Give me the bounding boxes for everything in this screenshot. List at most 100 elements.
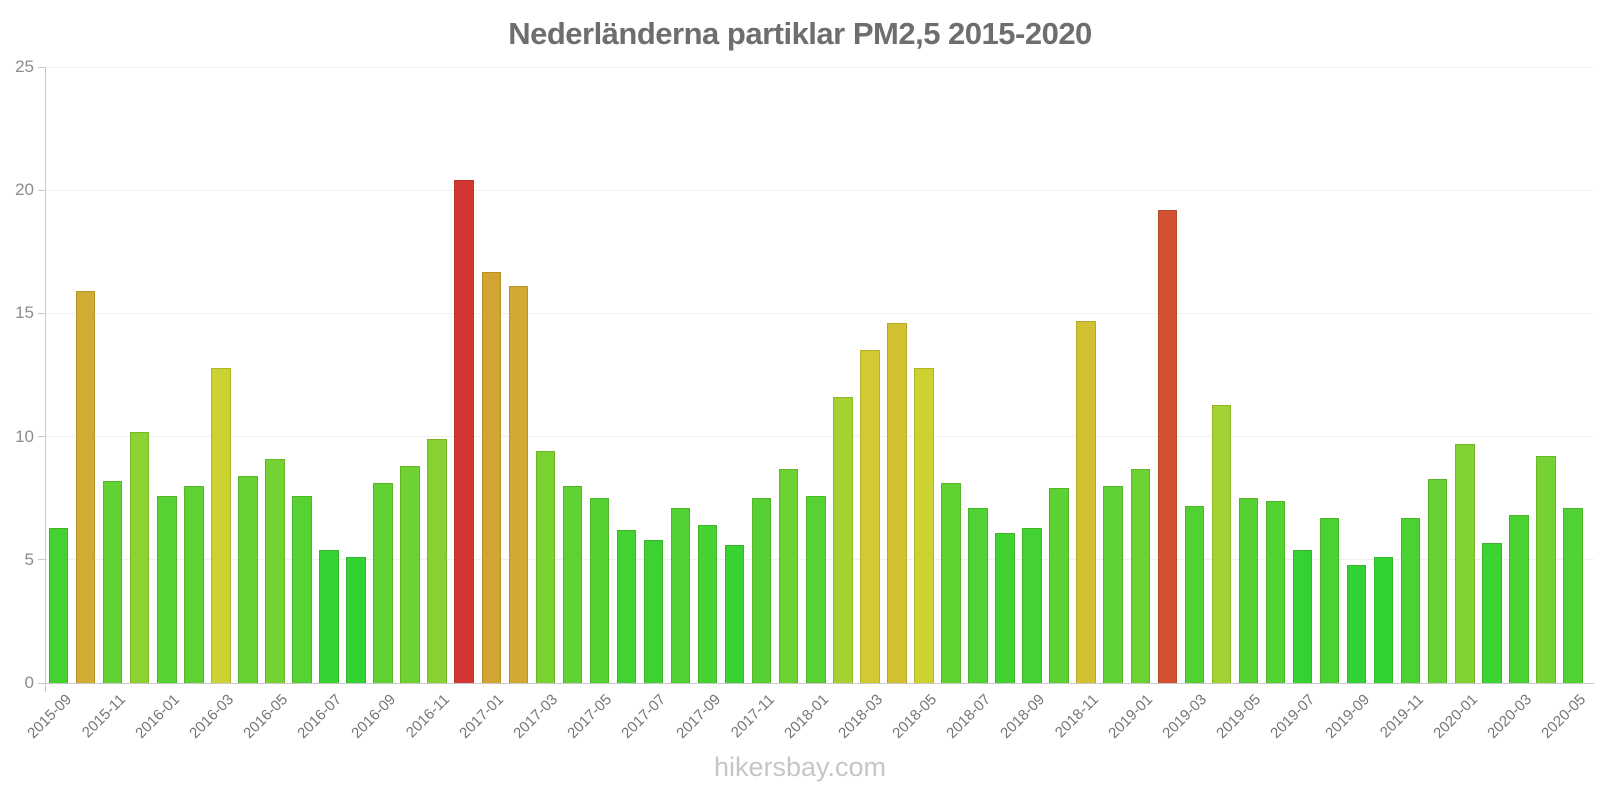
bar-2016-07[interactable] [319,549,339,683]
bar-2020-01[interactable] [1455,444,1475,683]
x-tick-label: 2018-01 [780,691,832,742]
bar-2019-06[interactable] [1265,500,1286,683]
gridline [45,189,1594,191]
x-tick-label: 2018-03 [834,691,886,742]
bar-2016-03[interactable] [211,367,231,683]
x-tick-label: 2020-03 [1483,691,1535,742]
bar-2015-11[interactable] [102,481,123,683]
bar-2020-02[interactable] [1482,542,1502,683]
bar-2017-08[interactable] [670,508,691,683]
bar-2018-05[interactable] [914,367,934,683]
bar-2020-04[interactable] [1536,456,1556,683]
x-tick-label: 2018-05 [889,691,940,742]
bar-2019-12[interactable] [1427,478,1448,683]
y-axis-tick [38,66,45,68]
x-tick-label: 2017-01 [456,691,508,742]
bar-2017-02[interactable] [508,286,529,683]
x-tick-label: 2019-05 [1213,691,1265,742]
bar-2015-09[interactable] [48,527,69,683]
gridline [45,436,1594,438]
y-axis-tick [38,682,45,684]
x-tick-label: 2019-03 [1159,691,1211,742]
gridline [45,312,1594,314]
bar-2018-09[interactable] [1022,527,1042,683]
y-axis-tick [38,559,45,561]
bar-2019-01[interactable] [1130,468,1151,683]
x-tick-label: 2020-05 [1538,691,1589,742]
bar-2017-09[interactable] [697,525,718,683]
x-tick-label: 2015-09 [23,691,75,742]
bar-2018-07[interactable] [968,508,988,683]
x-tick-label: 2019-09 [1321,691,1373,742]
bar-2017-06[interactable] [616,530,637,683]
bar-2019-05[interactable] [1238,498,1259,683]
y-tick-label: 10 [15,426,34,446]
bar-2017-04[interactable] [562,485,583,683]
x-tick-label: 2017-03 [510,691,562,742]
y-tick-label: 15 [15,303,34,323]
x-tick-label: 2017-07 [618,691,670,742]
bar-2018-02[interactable] [833,397,853,683]
x-tick-label: 2016-11 [403,691,454,742]
bar-2017-11[interactable] [751,498,772,683]
y-tick-label: 20 [15,180,34,200]
bar-2017-03[interactable] [535,451,556,683]
bar-2019-04[interactable] [1211,404,1232,683]
y-tick-label: 5 [24,549,34,569]
bar-2016-06[interactable] [292,495,312,683]
bar-2016-01[interactable] [157,495,177,683]
bar-2016-09[interactable] [373,483,393,683]
bar-2016-02[interactable] [184,485,204,683]
x-tick-label: 2017-09 [672,691,724,742]
x-tick-label: 2016-09 [348,691,400,742]
bar-2016-04[interactable] [238,476,258,683]
bar-2019-03[interactable] [1184,505,1205,683]
bar-2015-10[interactable] [75,291,96,683]
x-tick-label: 2016-05 [240,691,291,742]
bar-2018-12[interactable] [1103,485,1123,683]
bar-2019-07[interactable] [1292,549,1313,683]
x-tick-label: 2018-09 [997,691,1049,742]
x-tick-label: 2018-07 [943,691,995,742]
y-axis-tick [38,436,45,438]
chart-title: Nederländerna partiklar PM2,5 2015-2020 [508,16,1092,51]
bar-2016-12[interactable] [454,180,474,683]
bar-2016-08[interactable] [346,557,366,683]
x-tick-label: 2016-07 [294,691,346,742]
x-tick-label: 2018-11 [1052,691,1103,742]
bar-2018-11[interactable] [1076,320,1096,683]
bar-2019-02[interactable] [1157,209,1178,683]
bar-2016-05[interactable] [265,458,285,683]
bar-2017-07[interactable] [643,540,664,683]
gridline [45,66,1594,68]
bar-2017-10[interactable] [724,545,745,683]
bar-2017-05[interactable] [589,498,610,683]
bar-2020-03[interactable] [1509,515,1529,683]
bar-2019-09[interactable] [1346,564,1367,683]
bar-2018-03[interactable] [860,350,880,683]
y-tick-label: 25 [15,57,34,76]
bar-2018-08[interactable] [995,532,1015,683]
bar-2019-10[interactable] [1373,557,1394,683]
bar-2019-11[interactable] [1400,517,1421,683]
bar-2016-10[interactable] [400,466,420,683]
bar-2020-05[interactable] [1563,508,1583,683]
bar-2016-11[interactable] [427,439,447,683]
x-tick-label: 2016-01 [131,691,183,742]
x-tick-label: 2017-05 [564,691,616,742]
bar-2017-01[interactable] [481,271,502,683]
bar-2018-04[interactable] [887,323,907,683]
x-tick-label: 2015-11 [78,691,129,742]
bar-2018-01[interactable] [806,495,826,683]
y-tick-label: 0 [24,673,34,692]
x-tick-label: 2019-07 [1267,691,1319,742]
y-axis-line [45,67,46,692]
bar-2018-06[interactable] [941,483,961,683]
bar-2019-08[interactable] [1319,517,1340,683]
bar-2017-12[interactable] [778,468,799,683]
bar-2018-10[interactable] [1049,488,1069,683]
x-tick-label: 2017-11 [727,691,778,742]
watermark-text: hikersbay.com [713,752,887,782]
bar-2015-12[interactable] [129,431,150,683]
